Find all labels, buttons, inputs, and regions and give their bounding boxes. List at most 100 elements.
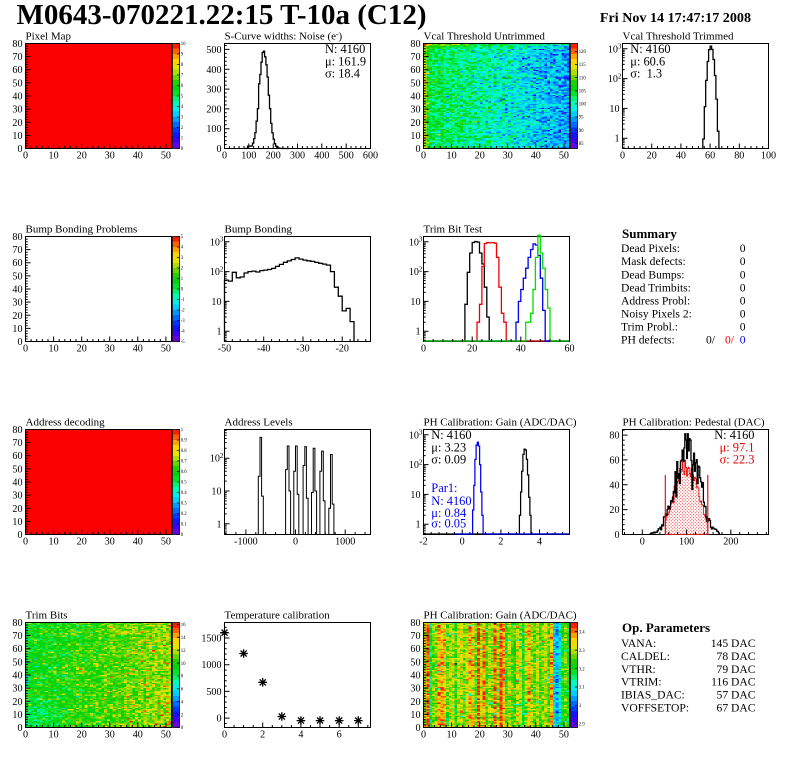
svg-text:10: 10	[211, 297, 221, 308]
svg-text:0: 0	[740, 281, 746, 294]
svg-text:3: 3	[579, 704, 582, 709]
svg-text:-5: -5	[181, 340, 186, 345]
svg-text:Dead Bumps:: Dead Bumps:	[621, 268, 684, 281]
svg-text:0/: 0/	[725, 334, 735, 347]
svg-text:40: 40	[676, 151, 686, 162]
svg-text:10: 10	[609, 104, 619, 115]
svg-text:20: 20	[12, 311, 22, 322]
svg-text:6: 6	[337, 730, 342, 741]
svg-text:Pixel Map: Pixel Map	[26, 31, 72, 43]
svg-text:Bump Bonding Problems: Bump Bonding Problems	[26, 224, 138, 236]
svg-text:μ: 0.84: μ: 0.84	[431, 506, 466, 520]
svg-text:50: 50	[12, 657, 22, 668]
svg-text:0: 0	[216, 714, 221, 725]
svg-text:0: 0	[17, 337, 22, 348]
svg-text:116 DAC: 116 DAC	[711, 676, 756, 689]
svg-text:30: 30	[410, 105, 420, 116]
svg-text:0: 0	[415, 144, 420, 155]
svg-text:10: 10	[410, 710, 420, 721]
svg-text:Address decoding: Address decoding	[26, 417, 106, 429]
svg-text:70: 70	[12, 245, 22, 256]
svg-text:4: 4	[181, 105, 184, 110]
svg-text:0.9: 0.9	[181, 439, 188, 444]
svg-text:VTRIM:: VTRIM:	[621, 676, 662, 689]
svg-text:2: 2	[181, 267, 184, 272]
svg-text:500: 500	[206, 45, 221, 56]
svg-text:0: 0	[460, 537, 465, 548]
svg-text:0: 0	[17, 723, 22, 734]
svg-text:Vcal Threshold Trimmed: Vcal Threshold Trimmed	[623, 31, 735, 43]
svg-text:4: 4	[537, 537, 542, 548]
svg-text:30: 30	[105, 151, 115, 162]
svg-text:145 DAC: 145 DAC	[711, 637, 756, 650]
svg-text:85: 85	[579, 142, 584, 147]
svg-text:60: 60	[410, 65, 420, 76]
svg-text:100: 100	[579, 103, 587, 108]
svg-text:30: 30	[410, 684, 420, 695]
svg-text:1: 1	[181, 428, 184, 433]
svg-text:Summary: Summary	[622, 226, 677, 241]
svg-text:20: 20	[467, 344, 477, 355]
svg-text:60: 60	[564, 344, 574, 355]
svg-text:8: 8	[181, 675, 184, 680]
svg-text:80: 80	[410, 618, 420, 629]
svg-text:14: 14	[181, 636, 186, 641]
svg-text:0: 0	[415, 723, 420, 734]
svg-text:Trim Bit Test: Trim Bit Test	[424, 224, 483, 236]
svg-text:2: 2	[181, 713, 184, 718]
svg-text:N: 4160: N: 4160	[431, 428, 471, 442]
svg-text:100: 100	[761, 151, 776, 162]
svg-text:0.2: 0.2	[181, 512, 188, 517]
svg-text:200: 200	[723, 537, 738, 548]
svg-text:40: 40	[12, 285, 22, 296]
svg-text:3: 3	[181, 116, 184, 121]
svg-text:50: 50	[12, 464, 22, 475]
svg-text:0: 0	[620, 151, 625, 162]
svg-text:0: 0	[23, 730, 28, 741]
svg-text:8: 8	[181, 63, 184, 68]
svg-text:40: 40	[12, 92, 22, 103]
svg-text:Vcal Threshold Untrimmed: Vcal Threshold Untrimmed	[424, 31, 546, 43]
svg-text:-50: -50	[218, 344, 231, 355]
svg-text:-2: -2	[181, 309, 186, 314]
svg-text:20: 20	[475, 730, 485, 741]
svg-text:10: 10	[12, 517, 22, 528]
svg-text:20: 20	[12, 504, 22, 515]
svg-text:3.4: 3.4	[579, 630, 586, 635]
svg-text:500: 500	[206, 687, 221, 698]
svg-text:30: 30	[503, 730, 513, 741]
svg-text:40: 40	[12, 478, 22, 489]
svg-text:10: 10	[49, 537, 59, 548]
svg-text:20: 20	[475, 151, 485, 162]
svg-text:Dead Trimbits:: Dead Trimbits:	[621, 281, 691, 294]
svg-text:0: 0	[740, 334, 746, 347]
svg-text:N: 4160: N: 4160	[431, 494, 471, 508]
svg-text:70: 70	[12, 631, 22, 642]
svg-text:10: 10	[12, 710, 22, 721]
svg-text:30: 30	[12, 491, 22, 502]
svg-text:40: 40	[12, 671, 22, 682]
svg-text:10: 10	[49, 730, 59, 741]
svg-text:0: 0	[216, 144, 221, 155]
svg-text:80: 80	[12, 232, 22, 243]
svg-text:σ: 18.4: σ: 18.4	[325, 67, 360, 81]
svg-text:20: 20	[12, 118, 22, 129]
svg-text:PH Calibration: Pedestal (DAC): PH Calibration: Pedestal (DAC)	[623, 417, 765, 429]
svg-text:10: 10	[211, 487, 221, 498]
svg-text:1: 1	[181, 277, 184, 282]
svg-text:2.9: 2.9	[579, 723, 586, 728]
svg-text:20: 20	[12, 697, 22, 708]
svg-text:-1: -1	[181, 298, 186, 303]
svg-text:0: 0	[293, 537, 298, 548]
svg-text:-1000: -1000	[234, 537, 258, 548]
svg-text:40: 40	[531, 151, 541, 162]
svg-text:100: 100	[206, 124, 221, 135]
svg-text:PH defects:: PH defects:	[621, 334, 675, 347]
svg-text:79 DAC: 79 DAC	[717, 663, 756, 676]
svg-text:10: 10	[447, 730, 457, 741]
svg-text:80: 80	[609, 431, 619, 442]
svg-text:10: 10	[12, 131, 22, 142]
svg-text:60: 60	[410, 644, 420, 655]
svg-text:0: 0	[222, 151, 227, 162]
svg-text:50: 50	[410, 657, 420, 668]
